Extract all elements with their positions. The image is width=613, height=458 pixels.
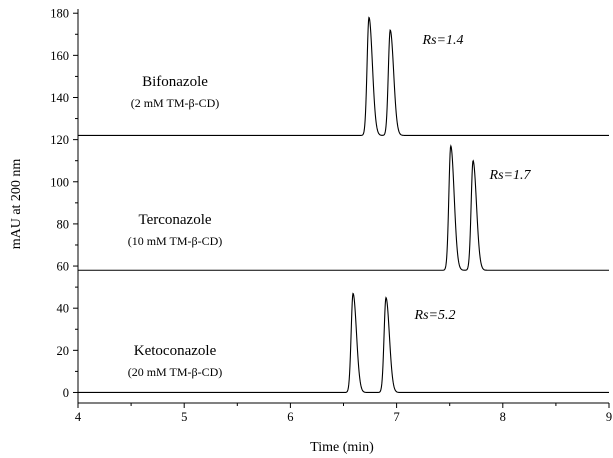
y-tick-label: 140 bbox=[50, 91, 69, 105]
y-tick-label: 80 bbox=[57, 217, 70, 231]
trace-line-ketoconazole bbox=[78, 292, 609, 394]
x-tick-label: 9 bbox=[606, 410, 612, 424]
x-tick-label: 4 bbox=[75, 410, 82, 424]
y-tick-label: 20 bbox=[57, 344, 70, 358]
y-tick-label: 60 bbox=[57, 260, 70, 274]
resolution-label: Rs=1.7 bbox=[489, 168, 532, 183]
y-tick-label: 100 bbox=[50, 175, 69, 189]
trace-condition-label: (20 mM TM-β-CD) bbox=[128, 365, 223, 379]
y-axis-title: mAU at 200 nm bbox=[9, 159, 24, 250]
resolution-label: Rs=1.4 bbox=[422, 33, 464, 48]
x-tick-label: 7 bbox=[393, 410, 399, 424]
trace-name-label: Terconazole bbox=[138, 212, 211, 228]
x-tick-label: 8 bbox=[500, 410, 506, 424]
trace-line-bifonazole bbox=[78, 16, 609, 136]
y-tick-label: 40 bbox=[57, 302, 70, 316]
trace-name-label: Ketoconazole bbox=[134, 343, 217, 359]
y-tick-label: 0 bbox=[63, 386, 69, 400]
trace-line-terconazole bbox=[78, 144, 609, 271]
y-tick-label: 160 bbox=[50, 49, 69, 63]
y-tick-label: 120 bbox=[50, 133, 69, 147]
trace-labels: Bifonazole (2 mM TM-β-CD) Rs=1.4 Terconazol… bbox=[128, 33, 532, 379]
x-axis-title: Time (min) bbox=[310, 440, 374, 455]
trace-condition-label: (2 mM TM-β-CD) bbox=[131, 96, 220, 110]
trace-condition-label: (10 mM TM-β-CD) bbox=[128, 234, 223, 248]
x-tick-label: 5 bbox=[181, 410, 187, 424]
trace-name-label: Bifonazole bbox=[142, 74, 208, 90]
y-tick-label: 180 bbox=[50, 7, 69, 21]
x-tick-label: 6 bbox=[287, 410, 293, 424]
axes: 4 5 6 7 8 9 0 20 40 60 80 100 120 140 160 180 bbox=[50, 7, 612, 424]
traces bbox=[78, 16, 609, 394]
resolution-label: Rs=5.2 bbox=[414, 308, 456, 323]
